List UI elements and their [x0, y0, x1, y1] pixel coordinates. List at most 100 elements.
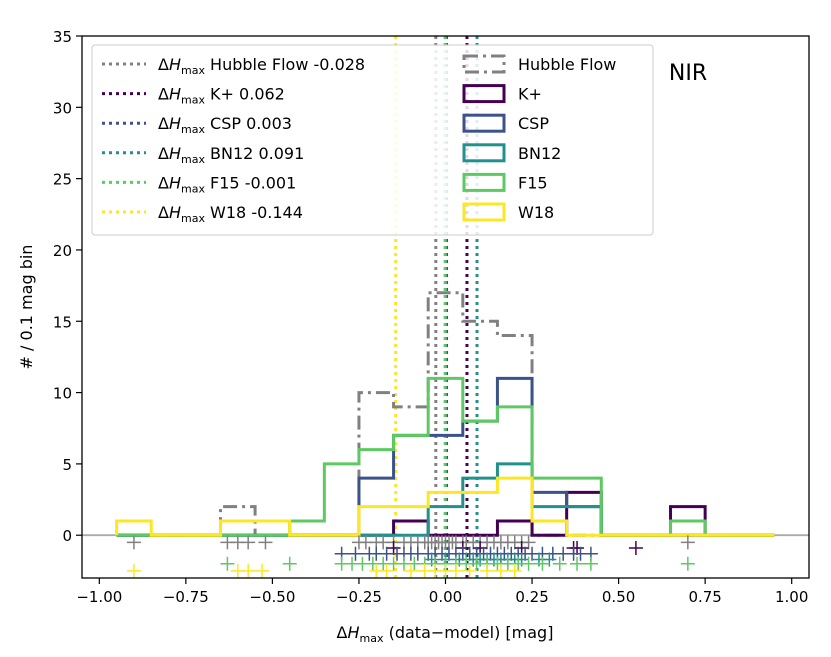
point-f15 [535, 556, 550, 571]
legend-mean-subscript: max [181, 123, 205, 136]
legend-mean-symbol: H [169, 55, 181, 74]
point-w18 [241, 563, 256, 578]
legend-mean-subscript: max [181, 212, 205, 225]
x-tick-label: −0.25 [336, 588, 382, 606]
point-hubbleflow [521, 535, 536, 550]
legend-hist-swatch-hubbleflow [462, 54, 506, 74]
legend-mean-symbol: H [169, 144, 181, 163]
x-tick-label: 0.50 [602, 588, 635, 606]
legend-mean-label-w18: ΔHmax W18 -0.144 [158, 203, 303, 225]
legend-mean-symbol: H [169, 114, 181, 133]
point-f15 [220, 556, 235, 571]
legend-mean-value: 0.062 [239, 85, 285, 104]
point-w18 [507, 563, 522, 578]
legend-hist-label-csp: CSP [518, 114, 549, 133]
point-hubbleflow [126, 535, 141, 550]
legend-mean-label-f15: ΔHmax F15 -0.001 [158, 173, 296, 195]
legend-mean-name: Hubble Flow [210, 55, 308, 74]
y-tick-label: 35 [53, 28, 72, 46]
point-f15 [521, 556, 536, 571]
x-tick-label: 0.75 [688, 588, 721, 606]
point-w18 [462, 563, 477, 578]
point-f15 [583, 556, 598, 571]
legend-mean-delta: Δ [158, 144, 169, 163]
x-axis-label: ΔHmax (data−model) [mag] [337, 623, 554, 645]
legend-mean-delta: Δ [158, 55, 169, 74]
legend-mean-name: CSP [210, 114, 241, 133]
legend-hist-swatch-csp [462, 113, 506, 133]
y-tick-label: 30 [53, 99, 72, 117]
point-csp [348, 546, 363, 561]
legend-mean-label-k: ΔHmax K+ 0.062 [158, 85, 285, 107]
y-tick-label: 10 [53, 385, 72, 403]
histogram-w18 [115, 476, 775, 537]
y-tick-label: 15 [53, 313, 72, 331]
legend-mean-subscript: max [181, 153, 205, 166]
x-tick-label: −0.75 [163, 588, 209, 606]
legend-mean-delta: Δ [158, 203, 169, 222]
legend-mean-symbol: H [169, 173, 181, 192]
x-axis-label-rest: (data−model) [mag] [384, 623, 554, 642]
point-hubbleflow [241, 535, 256, 550]
legend-hist-label-k: K+ [518, 85, 542, 104]
legend-mean-symbol: H [169, 203, 181, 222]
x-axis-label-delta: Δ [337, 623, 348, 642]
legend-hist-label-bn12: BN12 [518, 144, 561, 163]
x-tick-label: −1.00 [76, 588, 122, 606]
point-w18 [379, 563, 394, 578]
y-tick-label: 0 [62, 527, 72, 545]
point-w18 [126, 563, 141, 578]
legend-mean-label-csp: ΔHmax CSP 0.003 [158, 114, 292, 136]
x-tick-label: −0.50 [249, 588, 295, 606]
point-w18 [255, 563, 270, 578]
y-axis-label-group: # / 0.1 mag bin [17, 245, 36, 370]
legend-mean-value: -0.144 [251, 203, 303, 222]
x-axis-label-subscript: max [360, 632, 384, 645]
y-tick-label: 20 [53, 242, 72, 260]
y-tick-label: 25 [53, 171, 72, 189]
legend-hist-label-w18: W18 [518, 203, 554, 222]
legend-hist-label-f15: F15 [518, 173, 548, 192]
legend-mean-name: K+ [210, 85, 234, 104]
point-f15 [570, 556, 585, 571]
legend: ΔHmax Hubble Flow -0.028 Hubble FlowΔHmax… [91, 44, 654, 236]
axis-layer: −1.00 −0.75 −0.50 −0.25 0.00 0.25 0.50 0.75 1.00… [53, 28, 808, 606]
legend-box [91, 44, 654, 236]
x-tick-label: 0.25 [515, 588, 548, 606]
legend-hist-swatch-w18 [462, 202, 506, 222]
legend-mean-delta: Δ [158, 85, 169, 104]
point-w18 [403, 563, 418, 578]
point-f15 [552, 556, 567, 571]
legend-mean-symbol: H [169, 85, 181, 104]
legend-mean-name: BN12 [210, 144, 253, 163]
legend-mean-delta: Δ [158, 173, 169, 192]
legend-mean-name: W18 [210, 203, 246, 222]
legend-mean-value: -0.001 [245, 173, 297, 192]
legend-mean-subscript: max [181, 64, 205, 77]
x-tick-label: 1.00 [775, 588, 808, 606]
point-w18 [448, 563, 463, 578]
point-w18 [493, 563, 508, 578]
legend-mean-name: F15 [210, 173, 240, 192]
legend-hist-swatch-bn12 [462, 143, 506, 163]
legend-hist-swatch-k [462, 84, 506, 104]
point-f15 [282, 556, 297, 571]
x-axis-label-symbol: H [348, 623, 360, 642]
plot-layer [82, 36, 809, 578]
point-hubbleflow [258, 535, 273, 550]
legend-mean-subscript: max [181, 94, 205, 107]
legend-mean-delta: Δ [158, 114, 169, 133]
point-hubbleflow [680, 535, 695, 550]
legend-mean-subscript: max [181, 182, 205, 195]
legend-hist-swatch-f15 [462, 172, 506, 192]
legend-mean-value: -0.028 [314, 55, 366, 74]
point-k [386, 541, 401, 556]
panel-label: NIR [669, 61, 707, 86]
point-f15 [680, 556, 695, 571]
y-axis-label: # / 0.1 mag bin [17, 245, 36, 370]
legend-mean-value: 0.003 [246, 114, 292, 133]
point-k [628, 541, 643, 556]
y-tick-label: 5 [62, 456, 72, 474]
point-w18 [480, 563, 495, 578]
